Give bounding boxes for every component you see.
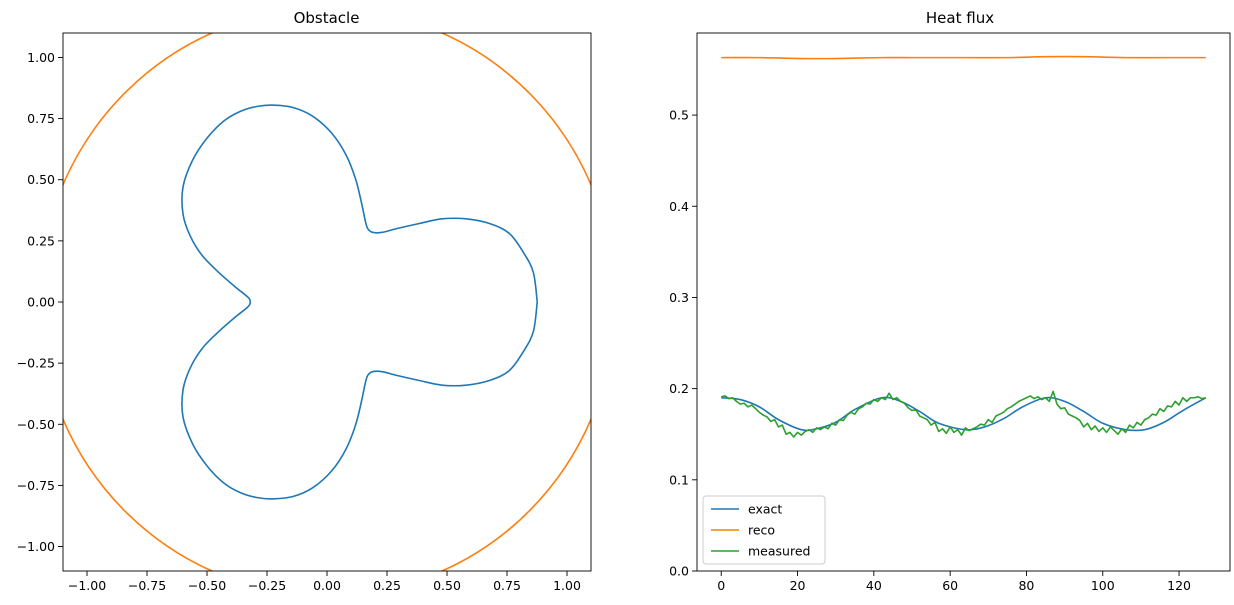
obstacle-plot-area — [63, 33, 591, 571]
obstacle-y-tick-label: 1.00 — [27, 50, 55, 65]
obstacle-y-tick-label: −0.25 — [17, 356, 55, 371]
obstacle-y-tick-label: 0.25 — [27, 233, 55, 248]
heat-flux-x-tick-label: 20 — [790, 578, 806, 593]
obstacle-x-tick-label: −1.00 — [68, 578, 106, 593]
obstacle-y-tick-label: 0.00 — [27, 295, 55, 310]
heat-flux-series-group — [721, 55, 1207, 438]
heat-flux-x-tick-label: 40 — [866, 578, 882, 593]
obstacle-x-tick-label: −0.75 — [128, 578, 166, 593]
heat-flux-y-tick-label: 0.1 — [669, 472, 689, 487]
obstacle-series-group — [63, 33, 591, 571]
heat-flux-axes: 0 20 40 60 80 100 120 0.0 0.1 0.2 0.3 0.4 0.5 — [669, 108, 1191, 593]
heat-flux-series-exact-line — [721, 396, 1207, 432]
obstacle-y-tick-label: 0.50 — [27, 172, 55, 187]
heat-flux-x-tick-label: 100 — [1091, 578, 1115, 593]
obstacle-y-tick-label: 0.75 — [27, 111, 55, 126]
heat-flux-series-measured-line — [721, 390, 1206, 438]
obstacle-panel: Obstacle −1.00 −0.75 −0.50 −0.25 0.00 0.25 0.5… — [17, 9, 592, 593]
obstacle-y-tick-label: −0.75 — [17, 478, 55, 493]
obstacle-x-tick-label: 0.75 — [493, 578, 521, 593]
heat-flux-legend: exact reco measured — [702, 495, 826, 565]
obstacle-x-tick-label: −0.50 — [188, 578, 226, 593]
obstacle-x-tick-label: 0.00 — [313, 578, 341, 593]
obstacle-frame — [62, 32, 592, 572]
heat-flux-title: Heat flux — [926, 9, 994, 27]
heat-flux-x-tick-label: 120 — [1167, 578, 1191, 593]
heat-flux-x-tick-label: 0 — [717, 578, 725, 593]
legend-label-measured: measured — [748, 544, 810, 559]
obstacle-series-0-line — [181, 104, 539, 500]
heat-flux-y-tick-label: 0.4 — [669, 199, 689, 214]
heat-flux-x-tick-label: 60 — [942, 578, 958, 593]
legend-label-exact: exact — [748, 502, 782, 517]
heat-flux-y-tick-label: 0.5 — [669, 108, 689, 123]
legend-box — [702, 495, 826, 565]
obstacle-axes: −1.00 −0.75 −0.50 −0.25 0.00 0.25 0.50 0.75 1.00… — [17, 50, 581, 593]
heat-flux-y-tick-label: 0.0 — [669, 564, 689, 579]
obstacle-y-tick-label: −0.50 — [17, 417, 55, 432]
obstacle-title: Obstacle — [294, 9, 360, 27]
heat-flux-x-tick-label: 80 — [1018, 578, 1034, 593]
heat-flux-panel: Heat flux 0 20 40 60 80 100 120 0.0 0.1 0.2 0.3 0.4… — [669, 9, 1231, 593]
obstacle-x-tick-label: 0.50 — [433, 578, 461, 593]
heat-flux-y-tick-label: 0.2 — [669, 381, 689, 396]
heat-flux-plot-area — [697, 33, 1230, 571]
legend-label-reco: reco — [748, 523, 775, 538]
obstacle-x-tick-label: 1.00 — [553, 578, 581, 593]
heat-flux-y-tick-label: 0.3 — [669, 290, 689, 305]
obstacle-y-tick-label: −1.00 — [17, 539, 55, 554]
heat-flux-frame — [696, 32, 1231, 572]
obstacle-x-tick-label: 0.25 — [373, 578, 401, 593]
heat-flux-series-reco-line — [721, 55, 1206, 60]
obstacle-x-tick-label: −0.25 — [248, 578, 286, 593]
